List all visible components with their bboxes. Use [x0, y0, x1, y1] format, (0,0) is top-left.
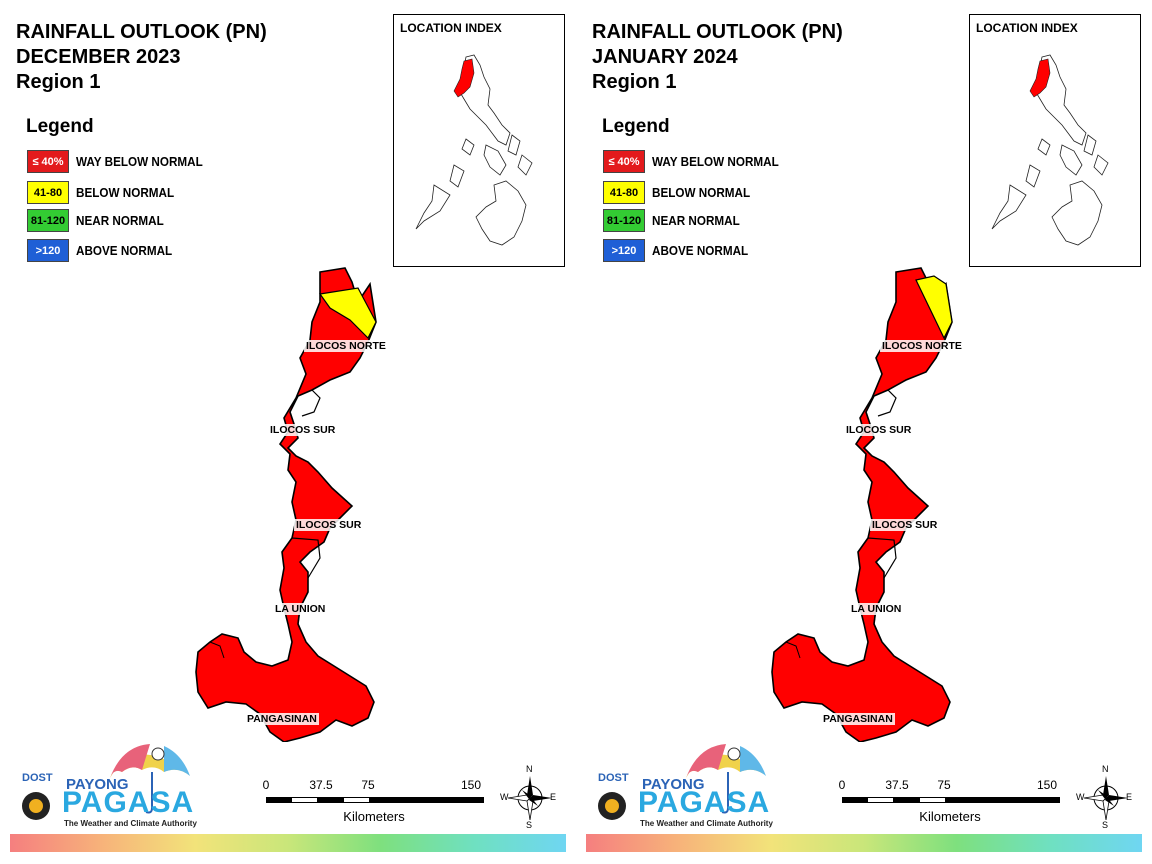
- philippines-inset-map: [991, 54, 1109, 246]
- logo-payong-text: PAYONG: [642, 776, 705, 793]
- legend-label: BELOW NORMAL: [652, 185, 751, 200]
- legend-label: WAY BELOW NORMAL: [76, 154, 203, 169]
- compass-south: S: [1102, 820, 1109, 830]
- scale-unit: Kilometers: [919, 809, 981, 824]
- legend-item-above-normal: >120 ABOVE NORMAL: [603, 239, 823, 263]
- logo-dost-text: DOST: [598, 772, 629, 784]
- location-index-inset: LOCATION INDEX: [969, 14, 1141, 267]
- location-index-title: LOCATION INDEX: [976, 21, 1078, 35]
- province-label-ilocos-norte: ILOCOS NORTE: [304, 340, 388, 352]
- legend-title: Legend: [602, 116, 670, 137]
- umbrella-logo-icon: [598, 744, 766, 820]
- legend-label: ABOVE NORMAL: [652, 243, 749, 258]
- legend-label: BELOW NORMAL: [76, 185, 175, 200]
- legend-swatch: ≤ 40%: [27, 150, 69, 173]
- province-label-ilocos-sur: ILOCOS SUR: [294, 519, 364, 531]
- legend-item-below-normal: 41-80 BELOW NORMAL: [603, 181, 823, 205]
- logo-tagline: The Weather and Climate Authority: [640, 819, 773, 828]
- scale-bar-graphic: [842, 797, 1060, 803]
- region-1-map: [180, 262, 380, 747]
- compass-rose: N S E W: [1076, 764, 1136, 832]
- logo-payong-text: PAYONG: [66, 776, 129, 793]
- province-label-ilocos-norte: ILOCOS NORTE: [880, 340, 964, 352]
- legend-item-above-normal: >120 ABOVE NORMAL: [27, 239, 247, 263]
- scale-tick: 0: [838, 778, 846, 792]
- legend-swatch: 81-120: [27, 209, 69, 232]
- scale-bar: 0 37.5 75 150 Kilometers: [838, 778, 1080, 828]
- legend-item-way-below-normal: ≤ 40% WAY BELOW NORMAL: [603, 150, 823, 174]
- scale-bar: 0 37.5 75 150 Kilometers: [262, 778, 504, 828]
- legend-item-below-normal: 41-80 BELOW NORMAL: [27, 181, 247, 205]
- legend-swatch: >120: [27, 239, 69, 262]
- legend-swatch: 41-80: [27, 181, 69, 204]
- outlook-panel-december: RAINFALL OUTLOOK (PN) DECEMBER 2023 Regi…: [10, 14, 566, 852]
- umbrella-logo-icon: [22, 744, 190, 820]
- location-index-title: LOCATION INDEX: [400, 21, 502, 35]
- footer-gradient-bar: [586, 834, 1142, 852]
- payong-pagasa-logo: DOST PAYONG PAGASA The Weather and Clima…: [590, 738, 773, 833]
- compass-icon: [507, 776, 552, 821]
- scale-bar-graphic: [266, 797, 484, 803]
- region-1-provinces: [195, 267, 377, 743]
- scale-tick: 75: [937, 778, 951, 792]
- compass-icon: [1083, 776, 1128, 821]
- map-title: RAINFALL OUTLOOK (PN) JANUARY 2024 Regio…: [592, 21, 843, 93]
- legend-item-near-normal: 81-120 NEAR NORMAL: [603, 209, 823, 233]
- province-label-pangasinan: PANGASINAN: [245, 713, 319, 725]
- legend-item-way-below-normal: ≤ 40% WAY BELOW NORMAL: [27, 150, 247, 174]
- logo-dost-text: DOST: [22, 772, 53, 784]
- legend-label: WAY BELOW NORMAL: [652, 154, 779, 169]
- legend-swatch: >120: [603, 239, 645, 262]
- legend-label: NEAR NORMAL: [76, 213, 164, 228]
- compass-south: S: [526, 820, 533, 830]
- legend-swatch: 81-120: [603, 209, 645, 232]
- compass-east: E: [550, 792, 557, 802]
- location-index-inset: LOCATION INDEX: [393, 14, 565, 267]
- province-label-ilocos-sur: ILOCOS SUR: [870, 519, 940, 531]
- province-label-ilocos-sur: ILOCOS SUR: [844, 424, 914, 436]
- logo-pagasa-text: PAGASA: [62, 786, 195, 819]
- scale-tick: 150: [460, 778, 482, 792]
- scale-unit: Kilometers: [343, 809, 405, 824]
- province-label-ilocos-sur: ILOCOS SUR: [268, 424, 338, 436]
- scale-tick: 37.5: [309, 778, 333, 792]
- legend-swatch: 41-80: [603, 181, 645, 204]
- legend-swatch: ≤ 40%: [603, 150, 645, 173]
- legend-label: NEAR NORMAL: [652, 213, 740, 228]
- map-title: RAINFALL OUTLOOK (PN) DECEMBER 2023 Regi…: [16, 21, 267, 93]
- region-1-provinces: [771, 267, 953, 743]
- outlook-panel-january: RAINFALL OUTLOOK (PN) JANUARY 2024 Regio…: [576, 0, 1152, 864]
- scale-tick: 0: [262, 778, 270, 792]
- philippines-inset-map: [415, 54, 533, 246]
- scale-tick: 37.5: [885, 778, 909, 792]
- province-label-la-union: LA UNION: [273, 603, 328, 615]
- logo-pagasa-text: PAGASA: [638, 786, 771, 819]
- payong-pagasa-logo: DOST PAYONG PAGASA The Weather and Clima…: [14, 738, 197, 833]
- legend-title: Legend: [26, 116, 94, 137]
- compass-west: W: [1076, 792, 1085, 802]
- compass-east: E: [1126, 792, 1133, 802]
- region-1-map: [756, 262, 956, 747]
- scale-tick: 75: [361, 778, 375, 792]
- logo-tagline: The Weather and Climate Authority: [64, 819, 197, 828]
- province-label-la-union: LA UNION: [849, 603, 904, 615]
- province-label-pangasinan: PANGASINAN: [821, 713, 895, 725]
- compass-rose: N S E W: [500, 764, 560, 832]
- compass-west: W: [500, 792, 509, 802]
- scale-tick: 150: [1036, 778, 1058, 792]
- compass-north: N: [526, 764, 533, 774]
- legend-item-near-normal: 81-120 NEAR NORMAL: [27, 209, 247, 233]
- footer-gradient-bar: [10, 834, 566, 852]
- legend-label: ABOVE NORMAL: [76, 243, 173, 258]
- compass-north: N: [1102, 764, 1109, 774]
